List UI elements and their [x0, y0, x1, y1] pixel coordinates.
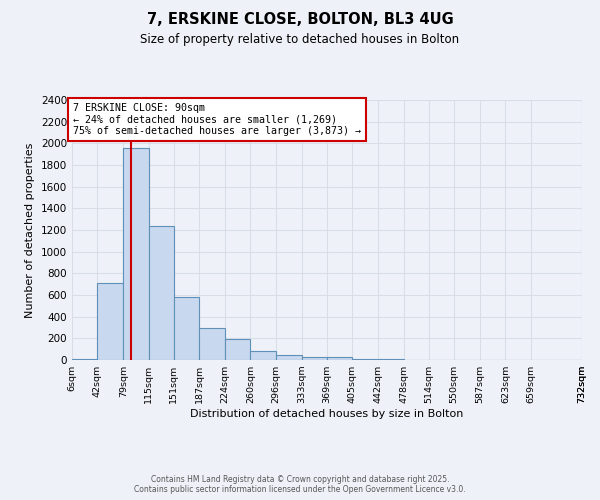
X-axis label: Distribution of detached houses by size in Bolton: Distribution of detached houses by size …: [190, 409, 464, 419]
Text: 7, ERSKINE CLOSE, BOLTON, BL3 4UG: 7, ERSKINE CLOSE, BOLTON, BL3 4UG: [146, 12, 454, 28]
Text: 7 ERSKINE CLOSE: 90sqm
← 24% of detached houses are smaller (1,269)
75% of semi-: 7 ERSKINE CLOSE: 90sqm ← 24% of detached…: [73, 104, 361, 136]
Y-axis label: Number of detached properties: Number of detached properties: [25, 142, 35, 318]
Text: Size of property relative to detached houses in Bolton: Size of property relative to detached ho…: [140, 32, 460, 46]
Bar: [225, 339, 250, 360]
Bar: [123, 148, 149, 360]
Bar: [276, 355, 302, 360]
Bar: [302, 357, 327, 360]
Bar: [352, 359, 378, 360]
Bar: [149, 226, 174, 360]
Bar: [327, 358, 352, 360]
Bar: [72, 359, 97, 360]
Bar: [97, 283, 123, 360]
Text: Contains HM Land Registry data © Crown copyright and database right 2025.: Contains HM Land Registry data © Crown c…: [151, 475, 449, 484]
Bar: [174, 297, 199, 360]
Text: Contains public sector information licensed under the Open Government Licence v3: Contains public sector information licen…: [134, 485, 466, 494]
Bar: [250, 352, 276, 360]
Bar: [199, 328, 225, 360]
